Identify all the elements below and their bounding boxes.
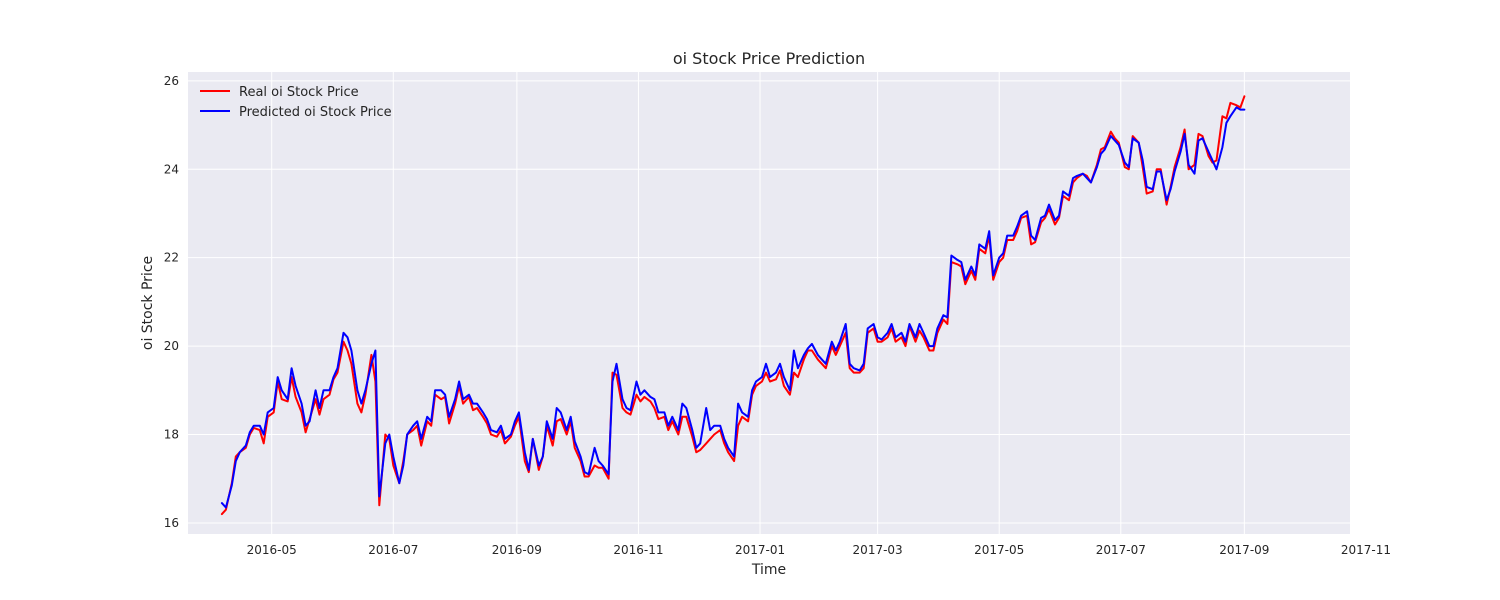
- series-layer: [220, 95, 1246, 516]
- chart-title: oi Stock Price Prediction: [673, 49, 865, 68]
- plot-background: [188, 72, 1350, 534]
- x-tick-label: 2016-05: [247, 543, 297, 557]
- legend: Real oi Stock Price Predicted oi Stock P…: [200, 85, 392, 120]
- x-axis-label: Time: [751, 562, 786, 578]
- x-tick-label: 2017-05: [974, 543, 1024, 557]
- x-tick-label: 2017-01: [735, 543, 785, 557]
- series-line-predicted: [220, 106, 1246, 509]
- x-tick-label: 2016-09: [492, 543, 542, 557]
- y-tick-label: 22: [164, 251, 179, 265]
- y-tick-label: 18: [164, 428, 179, 442]
- y-tick-label: 20: [164, 339, 179, 353]
- x-tick-labels: 2016-05 2016-07 2016-09 2016-11 2017-01 2017-…: [247, 543, 1391, 557]
- legend-label-real: Real oi Stock Price: [239, 85, 359, 100]
- x-tick-label: 2017-07: [1096, 543, 1146, 557]
- y-tick-labels: 16 18 20 22 24 26: [164, 74, 179, 530]
- x-tick-label: 2017-03: [853, 543, 903, 557]
- legend-label-predicted: Predicted oi Stock Price: [239, 105, 392, 120]
- y-axis-label: oi Stock Price: [140, 256, 156, 350]
- y-tick-label: 16: [164, 516, 179, 530]
- x-tick-label: 2017-09: [1219, 543, 1269, 557]
- x-tick-label: 2017-11: [1341, 543, 1391, 557]
- y-tick-label: 26: [164, 74, 179, 88]
- y-tick-label: 24: [164, 162, 179, 176]
- x-tick-label: 2016-11: [613, 543, 663, 557]
- series-line-real: [220, 95, 1246, 516]
- x-tick-label: 2016-07: [368, 543, 418, 557]
- x-gridlines: [271, 72, 1367, 534]
